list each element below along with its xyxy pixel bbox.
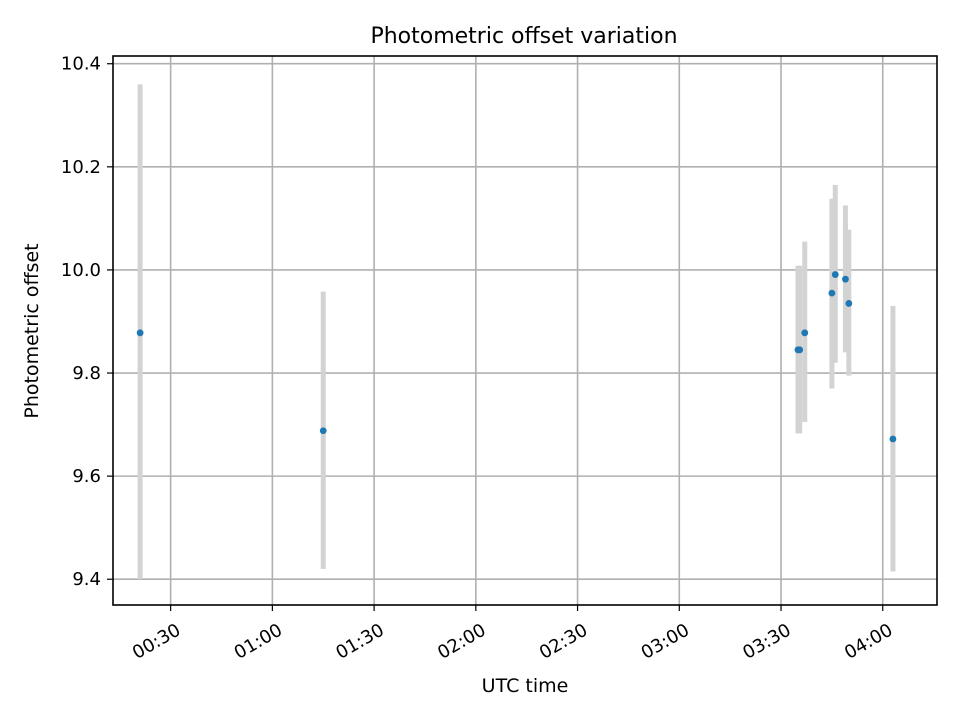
grid: [113, 56, 937, 605]
data-points: [136, 271, 897, 443]
x-tick-label-6: 03:30: [739, 620, 794, 664]
x-tick-label-5: 03:00: [638, 620, 693, 664]
y-tick-label-4: 10.2: [61, 157, 101, 178]
x-tick-label-1: 01:00: [231, 620, 286, 664]
x-axis-label: UTC time: [482, 675, 569, 697]
x-tick-label-0: 00:30: [129, 620, 184, 664]
x-tick-label-4: 02:30: [536, 620, 591, 664]
y-tick-label-0: 9.4: [72, 569, 101, 590]
error-bars: [137, 84, 896, 580]
data-point-4: [801, 329, 809, 337]
data-point-6: [831, 271, 839, 278]
data-point-8: [845, 300, 853, 307]
x-tick-label-7: 04:00: [841, 620, 896, 664]
data-point-1: [319, 427, 327, 435]
y-tick-label-1: 9.6: [72, 466, 101, 487]
plot-frame: [112, 55, 938, 606]
data-point-3: [796, 346, 804, 354]
y-axis-label: Photometric offset: [21, 243, 43, 418]
data-point-7: [842, 275, 849, 283]
y-tick-label-2: 9.8: [72, 363, 101, 384]
y-axis-ticks: 9.4 9.6 9.8 10.0 10.2 10.4: [61, 54, 113, 590]
data-point-9: [889, 435, 897, 443]
x-tick-label-3: 02:00: [434, 620, 489, 664]
data-point-5: [828, 289, 836, 297]
x-axis-ticks: 00:30 01:00 01:30 02:00 02:30 03:00 03:30 04:00: [129, 605, 896, 664]
y-tick-label-3: 10.0: [61, 260, 101, 281]
y-tick-label-5: 10.4: [61, 54, 101, 75]
chart-title: Photometric offset variation: [370, 24, 677, 49]
x-tick-label-2: 01:30: [332, 620, 387, 664]
data-point-0: [136, 329, 144, 337]
